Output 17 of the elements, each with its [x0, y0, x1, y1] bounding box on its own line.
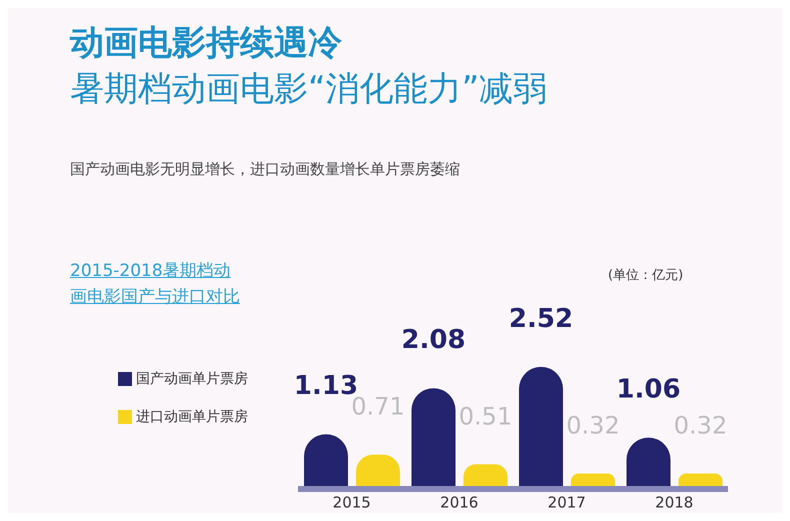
data-label: 2.52 [508, 304, 574, 334]
x-tick-label: 2016 [440, 494, 478, 512]
text: 2015-2018暑期档动画电影国产与进口对比 [70, 260, 241, 309]
x-tick-label: 2018 [655, 494, 694, 512]
chart-subtitle: 暑期档动画电影“消化能力”减弱 [70, 68, 548, 111]
data-label: 2.08 [401, 325, 466, 356]
text: (单位：亿元) [608, 267, 684, 284]
data-label: 0.32 [566, 411, 620, 440]
data-label: 1.06 [616, 374, 681, 405]
legend-label: 国产动画单片票房 [136, 371, 248, 387]
x-tick-label: 2015 [332, 494, 371, 512]
x-tick-label: 2017 [548, 494, 586, 512]
chart-title: 动画电影持续遇冷 [70, 22, 343, 65]
text: 国产动画电影无明显增长，进口动画数量增长单片票房萎缩 [70, 160, 460, 179]
data-label: 0.32 [674, 411, 728, 440]
data-label: 0.51 [458, 402, 512, 430]
legend-label: 进口动画单片票房 [136, 409, 248, 425]
